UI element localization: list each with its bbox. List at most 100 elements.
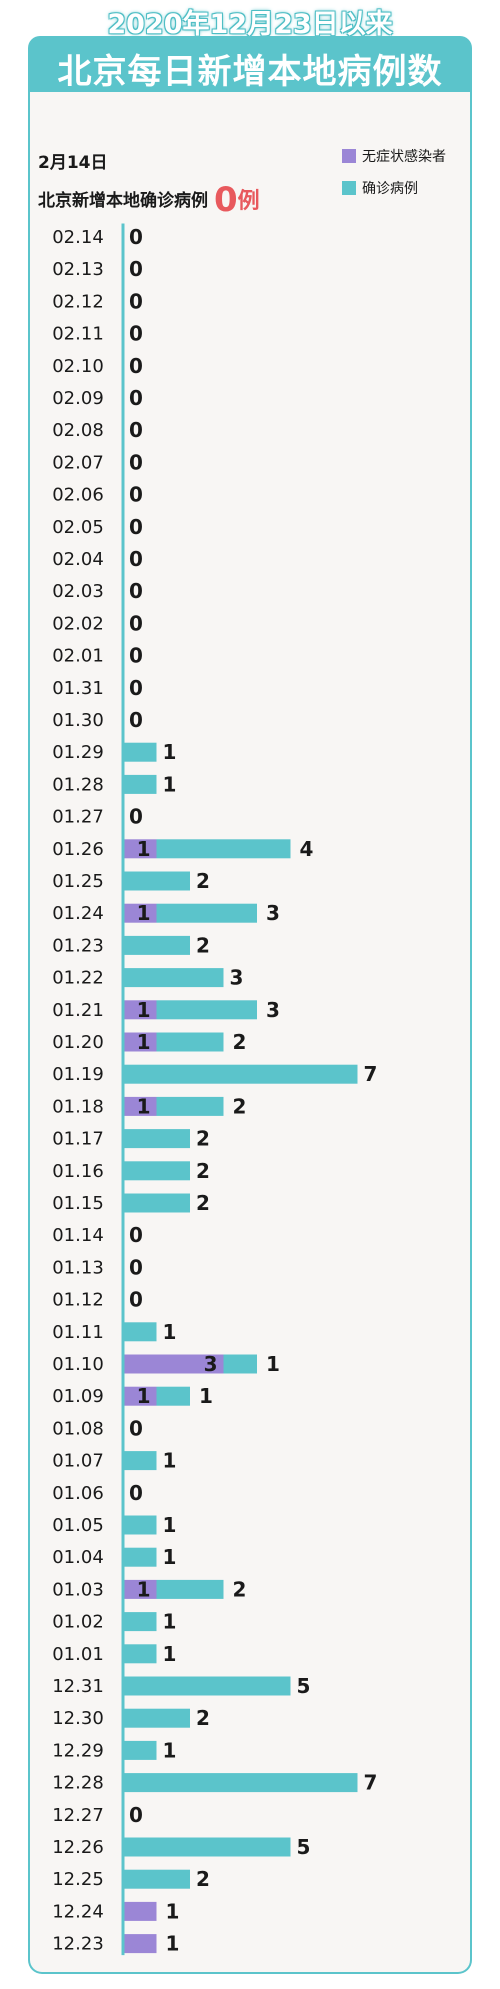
- confirmed-value-label: 7: [364, 1062, 378, 1086]
- date-tick-label: 01.01: [52, 1644, 104, 1665]
- confirmed-value-label: 1: [163, 1642, 177, 1666]
- confirmed-value-label: 0: [129, 676, 143, 700]
- bar-confirmed: [156, 1386, 190, 1406]
- bar-asymptomatic: [123, 903, 157, 923]
- date-tick-label: 02.11: [52, 324, 104, 345]
- date-tick-label: 01.28: [52, 774, 104, 795]
- confirmed-value-label: 1: [163, 1513, 177, 1537]
- date-tick-label: 12.27: [52, 1805, 104, 1826]
- date-tick-label: 01.21: [52, 1000, 104, 1021]
- confirmed-value-label: 0: [129, 450, 143, 474]
- legend-swatch-confirmed: [342, 181, 356, 195]
- confirmed-value-label: 1: [163, 1320, 177, 1344]
- date-tick-label: 02.07: [52, 452, 104, 473]
- confirmed-value-label: 1: [199, 1384, 213, 1408]
- date-tick-label: 01.29: [52, 742, 104, 763]
- bar-confirmed: [156, 839, 291, 859]
- date-tick-label: 01.20: [52, 1032, 104, 1053]
- bar-confirmed: [123, 935, 190, 955]
- confirmed-value-label: 0: [129, 805, 143, 829]
- date-tick-label: 12.24: [52, 1901, 104, 1922]
- confirmed-value-label: 0: [129, 708, 143, 732]
- date-tick-label: 02.05: [52, 517, 104, 538]
- confirmed-value-label: 5: [297, 1674, 311, 1698]
- date-tick-label: 01.31: [52, 678, 104, 699]
- date-tick-label: 02.13: [52, 259, 104, 280]
- asymptomatic-value-label: 1: [166, 1899, 180, 1923]
- bar-confirmed: [156, 903, 257, 923]
- chart-panel: [28, 92, 472, 1974]
- date-tick-label: 01.17: [52, 1129, 104, 1150]
- bar-confirmed: [123, 1869, 190, 1889]
- bar-confirmed: [123, 1515, 157, 1535]
- date-tick-label: 01.14: [52, 1225, 104, 1246]
- date-tick-label: 01.24: [52, 903, 104, 924]
- confirmed-value-label: 2: [196, 1127, 210, 1151]
- confirmed-value-label: 0: [129, 579, 143, 603]
- date-tick-label: 02.02: [52, 613, 104, 634]
- bar-asymptomatic: [123, 1901, 157, 1921]
- bar-confirmed: [123, 742, 157, 762]
- date-tick-label: 01.12: [52, 1290, 104, 1311]
- date-tick-label: 01.22: [52, 968, 104, 989]
- date-tick-label: 01.26: [52, 839, 104, 860]
- date-tick-label: 02.14: [52, 227, 104, 248]
- date-tick-label: 02.03: [52, 581, 104, 602]
- asymptomatic-value-label: 1: [137, 998, 151, 1022]
- confirmed-value-label: 1: [163, 1610, 177, 1634]
- date-tick-label: 01.04: [52, 1547, 104, 1568]
- asymptomatic-value-label: 3: [204, 1352, 218, 1376]
- date-tick-label: 01.27: [52, 807, 104, 828]
- date-tick-label: 01.09: [52, 1386, 104, 1407]
- confirmed-value-label: 2: [196, 1706, 210, 1730]
- date-tick-label: 01.05: [52, 1515, 104, 1536]
- date-tick-label: 12.31: [52, 1676, 104, 1697]
- confirmed-value-label: 2: [196, 1159, 210, 1183]
- bar-confirmed: [156, 1579, 224, 1599]
- confirmed-value-label: 0: [129, 1288, 143, 1312]
- title-area: 2020年12月23日以来 北京每日新增本地病例数: [0, 0, 500, 100]
- legend-label-confirmed: 确诊病例: [362, 181, 418, 197]
- date-tick-label: 01.07: [52, 1451, 104, 1472]
- bar-asymptomatic: [123, 839, 157, 859]
- date-tick-label: 12.25: [52, 1869, 104, 1890]
- confirmed-value-label: 0: [129, 1223, 143, 1247]
- bar-asymptomatic: [123, 1386, 157, 1406]
- confirmed-value-label: 1: [163, 740, 177, 764]
- date-tick-label: 02.01: [52, 646, 104, 667]
- date-tick-label: 01.30: [52, 710, 104, 731]
- bar-confirmed: [123, 1064, 358, 1084]
- date-tick-label: 01.19: [52, 1064, 104, 1085]
- date-tick-label: 01.16: [52, 1161, 104, 1182]
- confirmed-value-label: 0: [129, 322, 143, 346]
- summary-line: 北京新增本地确诊病例 0例: [38, 180, 260, 220]
- asymptomatic-value-label: 1: [166, 1932, 180, 1956]
- bar-confirmed: [223, 1354, 257, 1374]
- confirmed-value-label: 0: [129, 611, 143, 635]
- confirmed-value-label: 0: [129, 418, 143, 442]
- bar-confirmed: [123, 1708, 190, 1728]
- date-tick-label: 02.06: [52, 485, 104, 506]
- legend-item-confirmed: 确诊病例: [342, 178, 446, 200]
- bar-asymptomatic: [123, 1000, 157, 1020]
- date-tick-label: 01.08: [52, 1418, 104, 1439]
- confirmed-value-label: 0: [129, 225, 143, 249]
- bar-asymptomatic: [123, 1354, 224, 1374]
- date-tick-label: 01.18: [52, 1096, 104, 1117]
- confirmed-value-label: 1: [266, 1352, 280, 1376]
- date-tick-label: 12.29: [52, 1740, 104, 1761]
- summary-value: 0: [214, 180, 238, 220]
- confirmed-value-label: 2: [196, 869, 210, 893]
- bar-asymptomatic: [123, 1579, 157, 1599]
- bar-confirmed: [123, 774, 157, 794]
- confirmed-value-label: 3: [266, 998, 280, 1022]
- confirmed-value-label: 0: [129, 644, 143, 668]
- date-tick-label: 12.30: [52, 1708, 104, 1729]
- date-tick-label: 02.08: [52, 420, 104, 441]
- confirmed-value-label: 1: [163, 1545, 177, 1569]
- bar-confirmed: [123, 1612, 157, 1632]
- confirmed-value-label: 0: [129, 547, 143, 571]
- confirmed-value-label: 0: [129, 1255, 143, 1279]
- bar-confirmed: [156, 1032, 224, 1052]
